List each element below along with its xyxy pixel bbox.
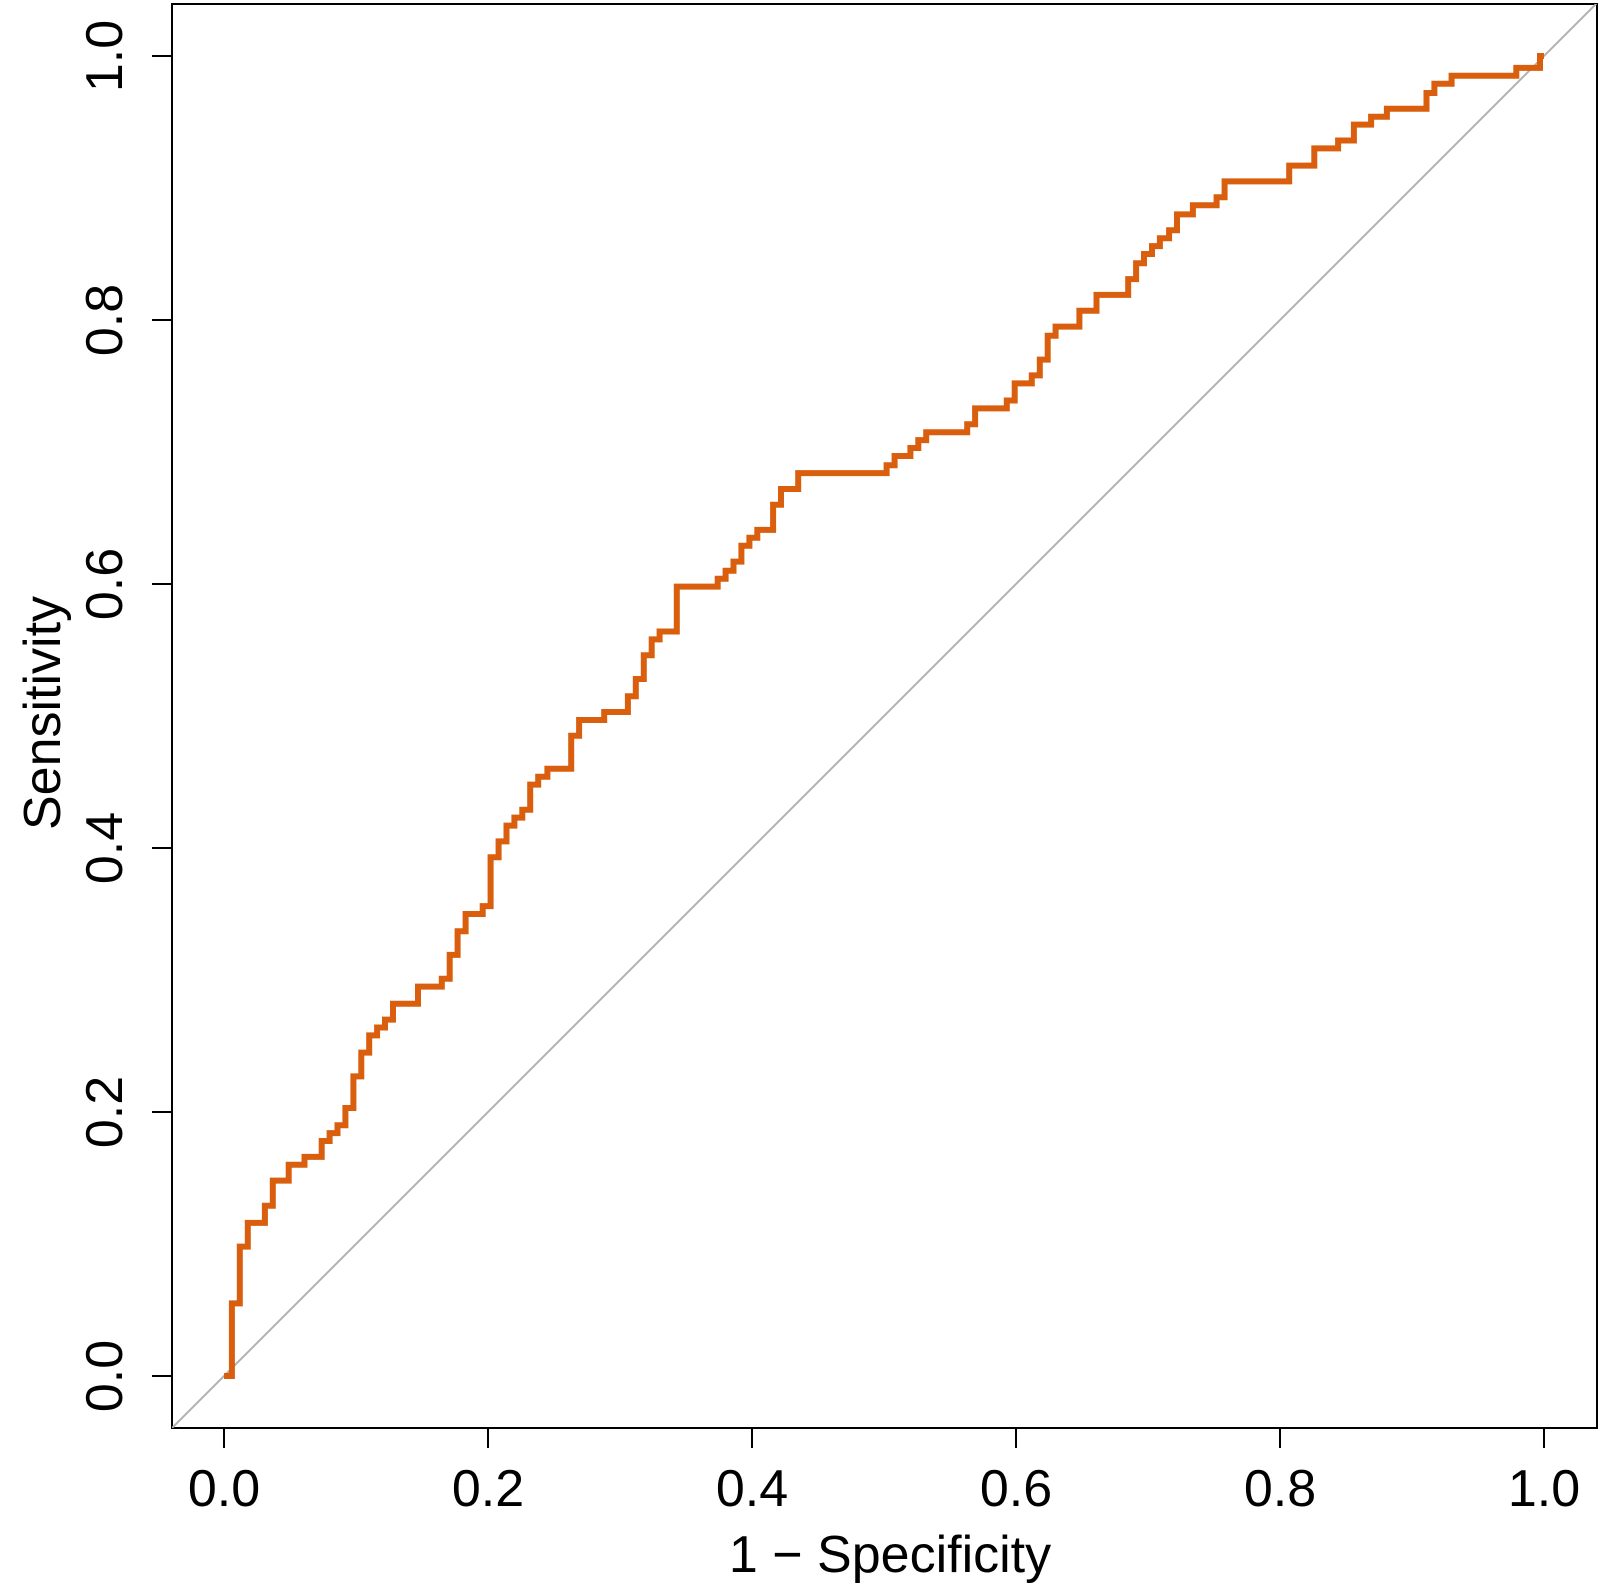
x-tick-label: 0.4	[716, 1460, 788, 1518]
y-tick-label: 0.8	[76, 284, 134, 356]
roc-curve-line	[224, 53, 1544, 1379]
y-tick-label: 0.0	[76, 1340, 134, 1412]
y-tick-label: 1.0	[76, 20, 134, 92]
y-tick-label: 0.2	[76, 1076, 134, 1148]
y-tick-label: 0.6	[76, 548, 134, 620]
x-axis-title: 1 − Specificity	[729, 1526, 1051, 1584]
x-tick-label: 0.2	[452, 1460, 524, 1518]
y-axis-title: Sensitivity	[14, 596, 72, 830]
x-tick-label: 1.0	[1508, 1460, 1580, 1518]
x-tick-label: 0.6	[980, 1460, 1052, 1518]
reference-diagonal-line	[172, 4, 1597, 1428]
y-tick-label: 0.4	[76, 812, 134, 884]
x-tick-label: 0.8	[1244, 1460, 1316, 1518]
x-tick-label: 0.0	[188, 1460, 260, 1518]
